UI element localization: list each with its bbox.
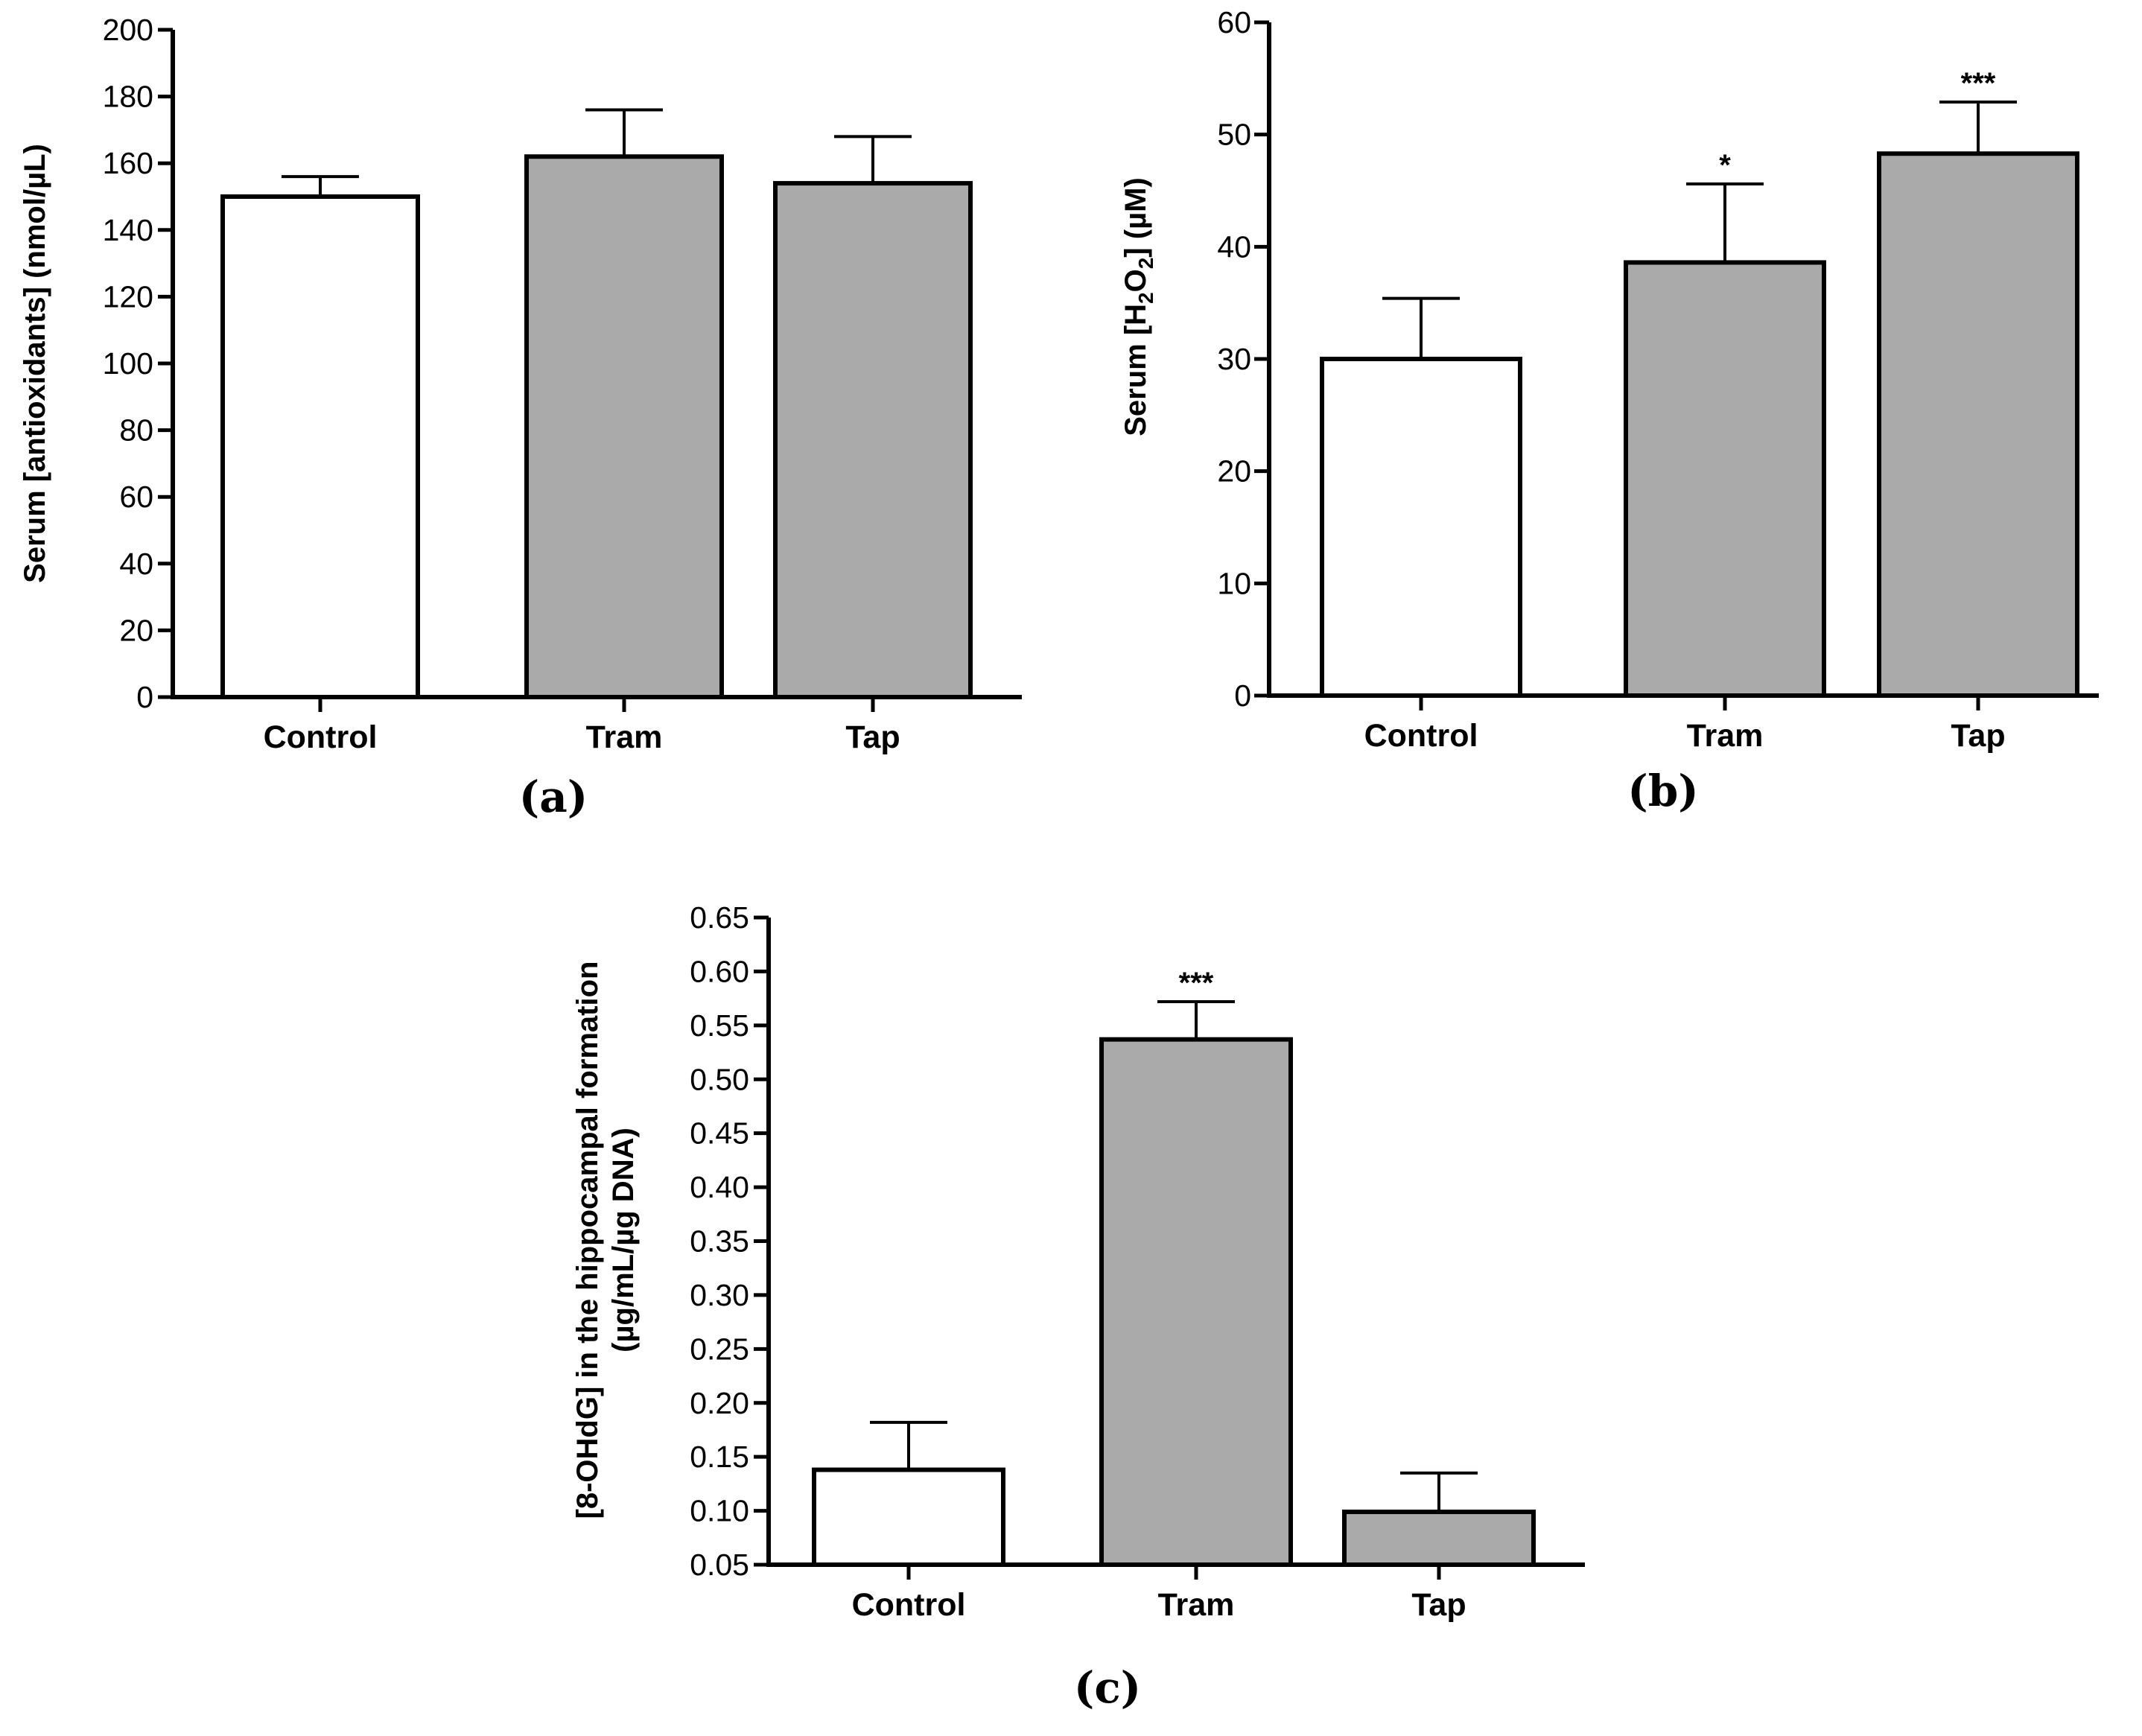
y-tick-label: 50 xyxy=(1217,118,1251,152)
bar-control xyxy=(220,194,420,699)
y-axis-title-part: ] (µM) xyxy=(1119,177,1152,257)
bar-tap xyxy=(1877,151,2079,698)
y-tick-label: 0.35 xyxy=(690,1224,749,1259)
y-tick-label: 0.60 xyxy=(690,954,749,988)
y-tick-label: 0.40 xyxy=(690,1170,749,1204)
y-axis-title: Serum [H2O2] (µM) xyxy=(1119,177,1157,436)
panel-label: (a) xyxy=(519,772,588,822)
y-tick-label: 0.50 xyxy=(690,1062,749,1096)
y-tick-label: 160 xyxy=(103,146,153,180)
y-tick-label: 30 xyxy=(1217,342,1251,376)
y-tick-label: 20 xyxy=(1217,454,1251,489)
y-tick-label: 0 xyxy=(1234,678,1251,713)
y-axis-title-part: Serum [H xyxy=(1119,304,1152,436)
y-tick-label: 20 xyxy=(119,613,153,647)
x-tick-label-tap: Tap xyxy=(1951,718,2005,754)
x-tick-label-tap: Tap xyxy=(1411,1587,1466,1623)
y-tick-label: 0 xyxy=(136,680,153,714)
significance-tram: * xyxy=(1719,149,1731,182)
x-tick-label-control: Control xyxy=(852,1587,966,1623)
x-tick-label-tap: Tap xyxy=(845,719,900,755)
y-tick-label: 0.30 xyxy=(690,1278,749,1312)
significance-tap: *** xyxy=(1961,67,1996,100)
y-tick-label: 120 xyxy=(103,279,153,314)
bar-tap xyxy=(1342,1510,1536,1567)
y-tick-label: 0.15 xyxy=(690,1440,749,1474)
y-tick-label: 60 xyxy=(1217,5,1251,39)
y-axis-title-subscript: 2 xyxy=(1134,258,1157,270)
y-axis-title-line-2: (µg/mL/µg DNA) xyxy=(607,1128,640,1352)
y-tick-label: 0.20 xyxy=(690,1386,749,1420)
significance-tram: *** xyxy=(1179,967,1214,999)
y-tick-label: 80 xyxy=(119,413,153,448)
bar-tram xyxy=(524,154,724,700)
y-tick-label: 0.10 xyxy=(690,1494,749,1528)
y-axis-title: Serum [antioxidants] (nmol/µL) xyxy=(19,144,51,583)
x-tick-label-control: Control xyxy=(1364,718,1478,754)
y-tick-label: 40 xyxy=(1217,229,1251,264)
y-tick-label: 140 xyxy=(103,213,153,247)
panel-label: (b) xyxy=(1627,766,1698,816)
y-tick-label: 0.25 xyxy=(690,1332,749,1366)
y-axis-title-subscript: 2 xyxy=(1134,292,1157,304)
y-tick-label: 0.45 xyxy=(690,1116,749,1151)
y-tick-label: 40 xyxy=(119,547,153,581)
y-tick-label: 0.05 xyxy=(690,1548,749,1582)
y-tick-label: 200 xyxy=(103,13,153,47)
x-tick-label-tram: Tram xyxy=(586,719,663,755)
bar-tram xyxy=(1624,260,1826,698)
y-tick-label: 60 xyxy=(119,480,153,514)
bar-control xyxy=(1320,357,1522,698)
y-tick-label: 0.65 xyxy=(690,900,749,935)
bar-tap xyxy=(773,181,973,699)
bar-tram xyxy=(1099,1037,1293,1567)
y-tick-label: 0.55 xyxy=(690,1008,749,1043)
x-tick-label-tram: Tram xyxy=(1687,718,1764,754)
panel-a: 0 20 40 60 80 100 120 140 160 180 200 Control Tram Ta… xyxy=(19,13,1022,822)
panel-label: (c) xyxy=(1074,1662,1141,1713)
y-tick-label: 10 xyxy=(1217,566,1251,600)
x-tick-label-tram: Tram xyxy=(1158,1587,1235,1623)
bar-control xyxy=(812,1467,1005,1567)
panel-c: *** 0.05 0.10 0.15 0.20 0.25 0.30 0.35 0.40 0.45 0… xyxy=(571,900,1585,1713)
y-axis-title-part: O xyxy=(1119,269,1152,292)
y-axis-title-line-1: [8-OHdG] in the hippocampal formation xyxy=(571,961,604,1519)
y-tick-label: 100 xyxy=(103,346,153,381)
x-tick-label-control: Control xyxy=(264,719,378,755)
y-tick-label: 180 xyxy=(103,80,153,114)
